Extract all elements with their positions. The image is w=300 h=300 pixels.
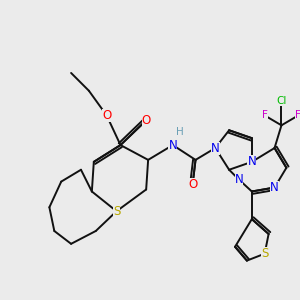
Text: F: F xyxy=(262,110,268,120)
Text: S: S xyxy=(113,205,120,218)
Text: O: O xyxy=(188,178,197,191)
Text: N: N xyxy=(270,181,279,194)
Text: N: N xyxy=(211,142,220,154)
Text: H: H xyxy=(176,127,184,137)
Text: O: O xyxy=(142,114,151,127)
Text: N: N xyxy=(248,155,256,168)
Text: N: N xyxy=(169,139,177,152)
Text: Cl: Cl xyxy=(276,96,286,106)
Text: N: N xyxy=(235,173,243,186)
Text: S: S xyxy=(261,247,268,260)
Text: F: F xyxy=(295,110,300,120)
Text: O: O xyxy=(102,109,111,122)
